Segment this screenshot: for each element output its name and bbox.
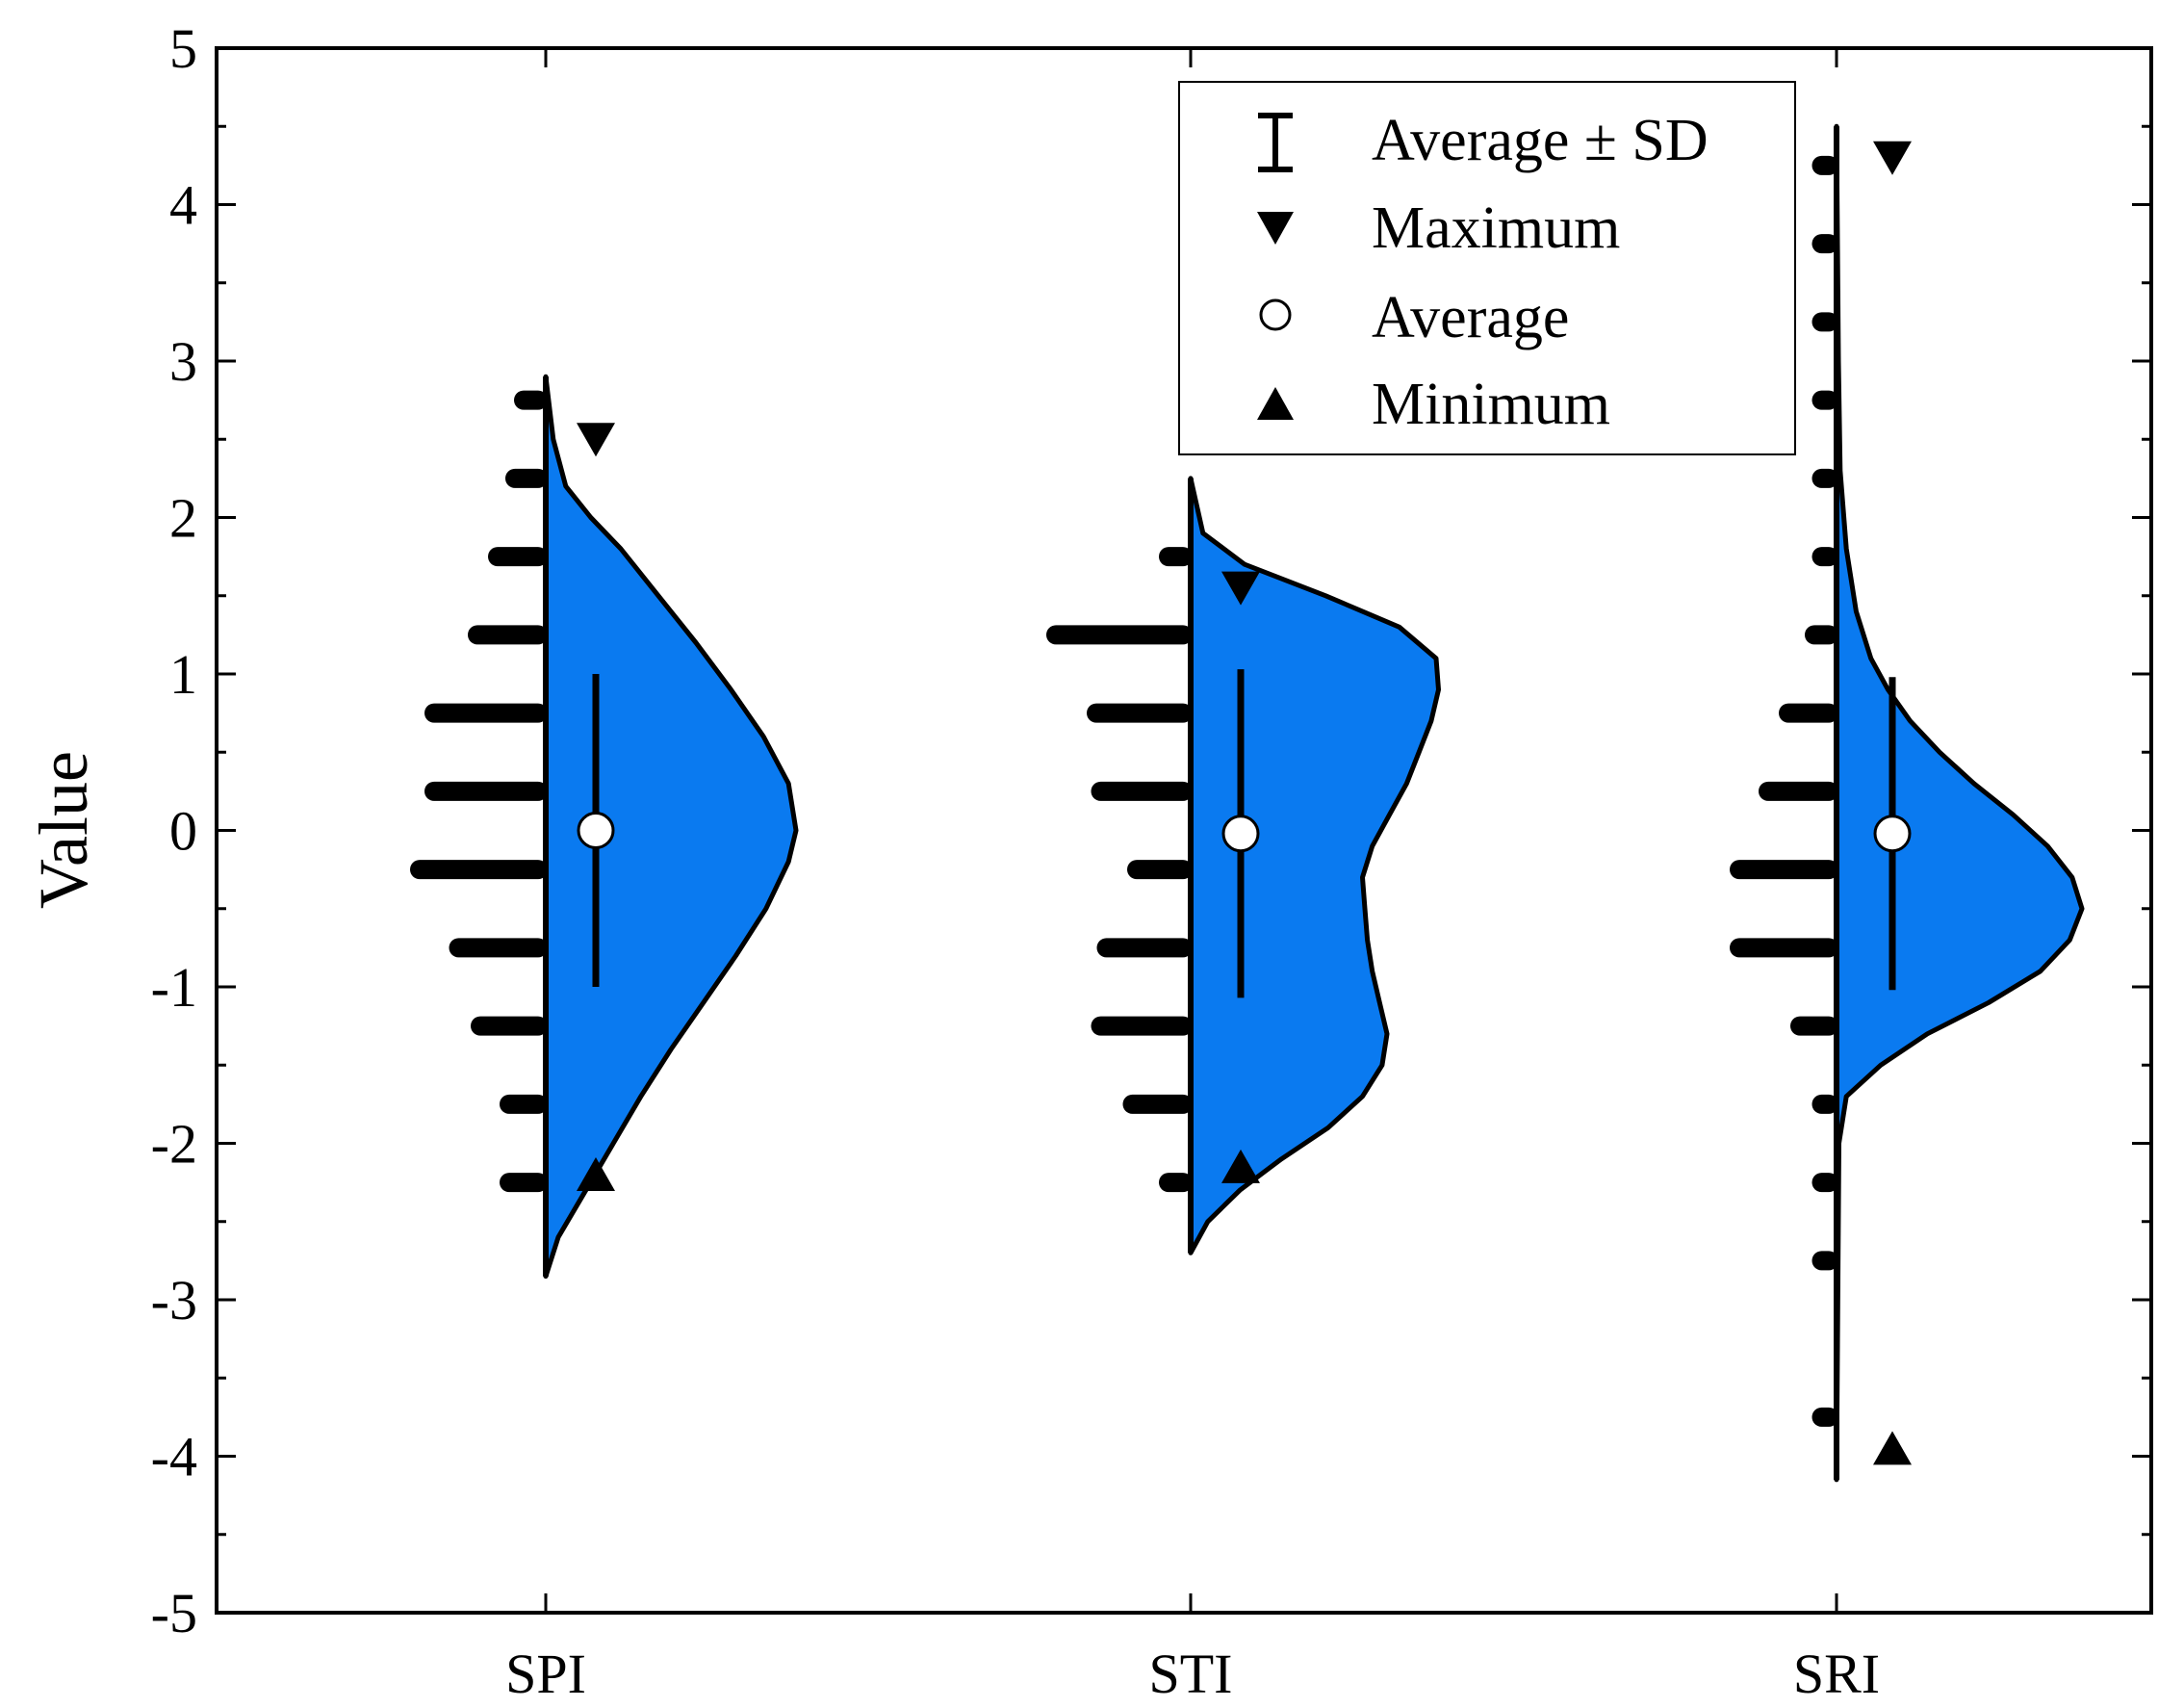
markers [577,141,1912,1465]
y-tick-label: -1 [151,956,197,1019]
x-tick-label: STI [1149,1643,1233,1705]
min-marker [1873,1431,1912,1465]
y-tick-label: 3 [169,330,197,393]
legend-circle-open-icon [1259,298,1292,331]
max-marker [577,423,615,457]
y-tick-label: 1 [169,643,197,706]
y-tick-label: 2 [169,487,197,550]
y-tick-label: -3 [151,1269,197,1332]
y-tick-label: -5 [151,1582,197,1644]
max-marker [1873,141,1912,175]
legend: Average ± SD Maximum Average Minimum [1178,81,1796,455]
violins [543,123,2085,1483]
min-marker [1221,1149,1260,1183]
legend-label-minimum: Minimum [1372,372,1610,437]
axes: -5 -4 -3 -2 -1 0 1 2 3 4 5 SPI STI SRI [151,17,2151,1705]
legend-box [1178,81,1796,455]
violin-sri [1834,123,2085,1483]
histograms [410,155,1838,1427]
y-tick-label: 5 [169,17,197,80]
y-tick-label: 0 [169,800,197,863]
legend-errorbar-icon [1258,113,1293,172]
legend-label-average-sd: Average ± SD [1372,108,1709,173]
max-marker [1221,571,1260,606]
y-tick-label: 4 [169,174,197,237]
legend-label-average: Average [1372,285,1569,350]
violin-sti [1188,476,1441,1255]
mean-marker [1221,815,1260,853]
legend-label-maximum: Maximum [1372,195,1620,261]
min-marker [577,1157,615,1191]
mean-marker [1873,815,1912,853]
x-tick-label: SRI [1793,1643,1880,1705]
legend-triangle-up-icon [1257,387,1294,420]
mean-marker [577,812,615,849]
x-tick-label: SPI [505,1643,586,1705]
y-tick-label: -2 [151,1113,197,1176]
legend-triangle-down-icon [1257,212,1294,245]
y-axis-label: Value [25,751,102,909]
y-tick-label: -4 [151,1426,197,1488]
violin-spi [543,374,799,1280]
